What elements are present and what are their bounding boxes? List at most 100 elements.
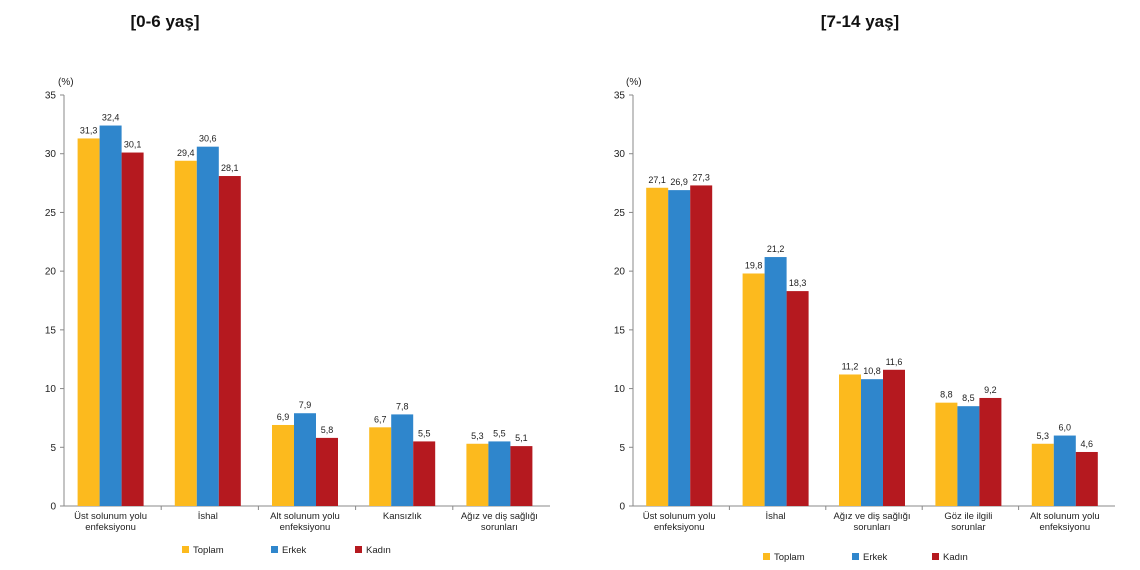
- y-tick-label: 35: [614, 91, 626, 102]
- x-category-label: enfeksiyonu: [654, 522, 705, 533]
- bar-value-label: 21,2: [767, 244, 785, 254]
- y-tick-label: 25: [614, 208, 626, 219]
- x-category-label: sorunları: [481, 522, 518, 533]
- bar-kadın: [121, 152, 144, 507]
- x-category-label: sorunlar: [951, 522, 985, 533]
- legend-swatch-erkek: [852, 553, 859, 560]
- y-tick-label: 20: [45, 267, 57, 278]
- bar-value-label: 6,7: [374, 414, 387, 424]
- bar-kadın: [690, 185, 713, 507]
- bar-erkek: [391, 414, 414, 506]
- y-axis-unit-label: (%): [58, 77, 74, 88]
- bar-toplam: [77, 138, 100, 506]
- bar-kadın: [218, 176, 241, 507]
- bar-value-label: 5,5: [493, 428, 506, 438]
- legend-label: Kadın: [943, 552, 968, 563]
- legend-label: Erkek: [863, 552, 888, 563]
- bar-value-label: 30,6: [199, 134, 217, 144]
- bar-kadın: [883, 369, 905, 506]
- bar-toplam: [839, 374, 861, 506]
- bar-toplam: [466, 443, 489, 506]
- bar-value-label: 31,3: [80, 125, 98, 135]
- bar-value-label: 32,4: [102, 113, 120, 123]
- bar-value-label: 4,6: [1081, 439, 1094, 449]
- bar-erkek: [488, 441, 511, 506]
- bar-kadın: [1075, 451, 1098, 506]
- legend-label: Kadın: [366, 545, 391, 556]
- y-tick-label: 0: [50, 502, 56, 513]
- y-tick-label: 10: [45, 384, 57, 395]
- bar-erkek: [764, 257, 787, 506]
- bar-value-label: 5,8: [321, 425, 334, 435]
- chart-title: [0-6 yaş]: [130, 12, 200, 31]
- bar-toplam: [1031, 443, 1054, 506]
- bar-value-label: 29,4: [177, 148, 195, 158]
- bar-value-label: 6,9: [277, 412, 290, 422]
- bar-value-label: 18,3: [789, 278, 807, 288]
- x-category-label: enfeksiyonu: [1039, 522, 1090, 533]
- bar-toplam: [742, 273, 765, 506]
- x-category-label: Üst solunum yolu: [643, 511, 716, 522]
- x-category-label: Ağız ve diş sağlığı: [461, 511, 538, 522]
- bar-toplam: [272, 424, 294, 506]
- legend-label: Toplam: [193, 545, 224, 556]
- bar-kadın: [413, 441, 436, 506]
- y-tick-label: 30: [614, 149, 626, 160]
- bar-erkek: [1053, 435, 1076, 506]
- bar-value-label: 11,6: [886, 357, 903, 367]
- bar-toplam: [174, 160, 197, 506]
- bar-erkek: [99, 125, 122, 506]
- y-axis-unit-label: (%): [626, 77, 642, 88]
- bar-erkek: [861, 379, 883, 506]
- bar-kadın: [786, 291, 809, 506]
- bar-toplam: [646, 187, 669, 507]
- y-tick-label: 25: [45, 208, 57, 219]
- x-category-label: sorunları: [854, 522, 891, 533]
- x-category-label: Alt solunum yolu: [270, 511, 340, 522]
- bar-value-label: 19,8: [745, 260, 763, 270]
- y-tick-label: 15: [45, 325, 57, 336]
- bar-value-label: 28,1: [221, 163, 239, 173]
- chart-0-6-yas: (%) 0 5 10 15 20 25 30 35 31,3 32,4 30,1 Üst solunum…: [45, 77, 550, 556]
- legend-swatch-kadın: [932, 553, 939, 560]
- bar-erkek: [196, 146, 219, 506]
- bar-value-label: 5,3: [471, 431, 484, 441]
- chart-panel-7-14: [7-14 yaş] (%) 0 5 10 15 20 25 30 35 27,1 26,9 27,3…: [570, 0, 1140, 570]
- bar-value-label: 5,1: [515, 433, 528, 443]
- bar-erkek: [294, 413, 316, 506]
- bar-value-label: 5,5: [418, 428, 431, 438]
- y-tick-label: 5: [619, 443, 625, 454]
- legend-swatch-erkek: [271, 546, 278, 553]
- legend-swatch-toplam: [182, 546, 189, 553]
- bar-value-label: 8,5: [962, 393, 975, 403]
- bar-value-label: 8,8: [940, 390, 953, 400]
- bar-value-label: 9,2: [984, 385, 997, 395]
- bar-value-label: 26,9: [670, 177, 688, 187]
- bar-value-label: 7,8: [396, 401, 409, 411]
- y-tick-label: 0: [619, 502, 625, 513]
- x-category-label: Üst solunum yolu: [74, 511, 147, 522]
- y-tick-label: 35: [45, 91, 57, 102]
- bar-value-label: 10,8: [863, 366, 881, 376]
- legend-swatch-kadın: [355, 546, 362, 553]
- legend-label: Erkek: [282, 545, 307, 556]
- chart-7-14-yas: (%) 0 5 10 15 20 25 30 35 27,1 26,9 27,3 Üst solunum…: [614, 77, 1115, 563]
- bar-erkek: [957, 406, 980, 506]
- bar-toplam: [935, 402, 958, 506]
- y-tick-label: 5: [50, 443, 56, 454]
- bar-erkek: [668, 190, 691, 507]
- x-category-label: İshal: [198, 511, 218, 522]
- bar-toplam: [369, 427, 392, 506]
- x-category-label: İshal: [766, 511, 786, 522]
- x-category-label: Alt solunum yolu: [1030, 511, 1100, 522]
- bar-value-label: 7,9: [299, 400, 312, 410]
- x-category-label: enfeksiyonu: [280, 522, 331, 533]
- legend-swatch-toplam: [763, 553, 770, 560]
- bar-value-label: 6,0: [1059, 423, 1072, 433]
- bar-value-label: 27,1: [648, 175, 666, 185]
- x-category-label: Kansızlık: [383, 511, 422, 522]
- legend-label: Toplam: [774, 552, 805, 563]
- bar-kadın: [316, 437, 338, 506]
- y-tick-label: 30: [45, 149, 57, 160]
- bar-value-label: 11,2: [842, 361, 859, 371]
